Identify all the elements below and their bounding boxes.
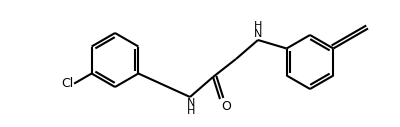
Text: H: H [187, 106, 195, 116]
Text: Cl: Cl [61, 77, 73, 90]
Text: H: H [254, 21, 262, 31]
Text: N: N [254, 29, 262, 39]
Text: O: O [221, 100, 231, 113]
Text: N: N [187, 98, 195, 108]
